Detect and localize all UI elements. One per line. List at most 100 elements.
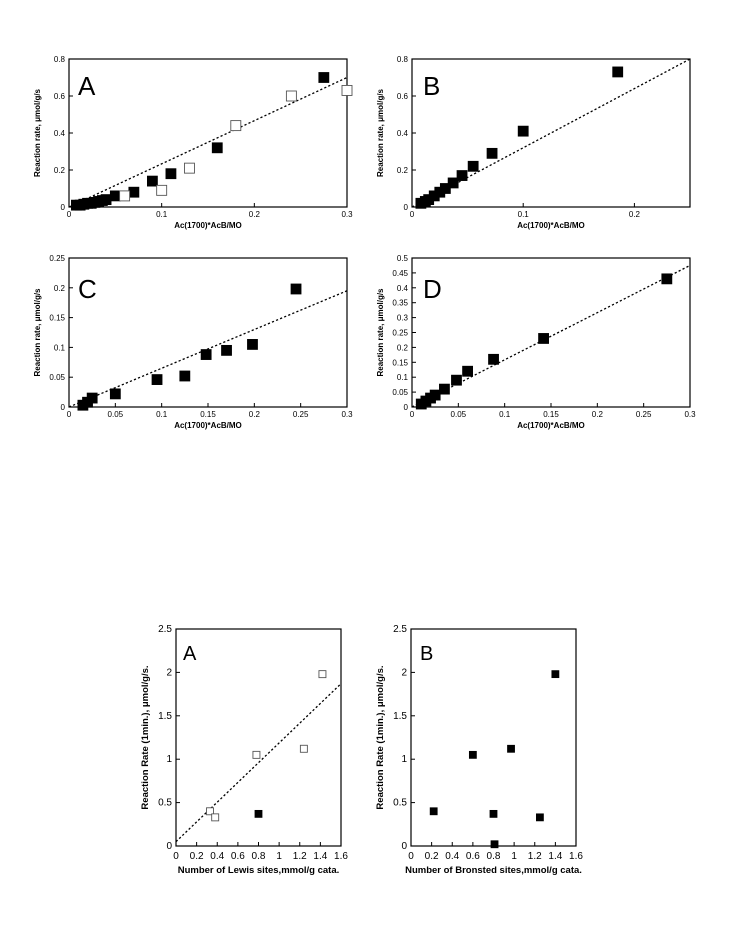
data-point-filled	[179, 370, 191, 382]
data-point-filled	[247, 339, 258, 350]
data-point-filled	[488, 353, 499, 365]
y-tick-label: 0.2	[397, 343, 409, 352]
y-tick-label: 0	[61, 403, 66, 412]
x-axis-label: Ac(1700)*AcB/MO	[517, 421, 585, 430]
x-tick-label: 0	[410, 410, 415, 419]
y-tick-label: 0.4	[397, 129, 409, 138]
x-tick-label: 0	[67, 210, 72, 219]
data-point-filled	[128, 186, 140, 198]
data-point-filled	[151, 374, 163, 385]
data-point-filled	[612, 66, 624, 78]
y-tick-label: 0.15	[49, 314, 65, 323]
series-1	[415, 66, 624, 209]
chart-panel-6: 0 0.2 0.4 0.6 0.8 1 1.2 1.4 1.6 0 0.5 1 1.5 2 2.5 Numbe…	[375, 624, 583, 876]
x-tick-label: 0.25	[636, 410, 652, 419]
series-1	[71, 72, 330, 211]
data-point-filled	[439, 383, 450, 395]
data-point-open	[252, 750, 261, 759]
trend-line	[412, 264, 690, 407]
data-point-filled	[221, 344, 232, 356]
y-tick-label: 0.8	[397, 55, 409, 64]
data-point-filled	[109, 190, 121, 202]
y-axis-label: Reaction rate, μmol/g/s	[33, 88, 42, 177]
panel-letter: A	[183, 643, 197, 665]
series-1	[77, 283, 302, 411]
x-tick-label: 0	[67, 410, 72, 419]
data-point-filled	[467, 160, 479, 172]
x-tick-label: 0.1	[156, 210, 168, 219]
y-axis-label: Reaction Rate (1min.), μmol/g/s.	[375, 665, 386, 809]
y-tick-label: 0.6	[397, 92, 409, 101]
data-point-filled	[290, 283, 302, 295]
x-tick-label: 1	[276, 851, 282, 862]
y-tick-label: 0.4	[397, 284, 409, 293]
y-tick-label: 0	[404, 203, 409, 212]
x-axis-label: Number of Lewis sites,mmol/g cata.	[178, 865, 340, 876]
y-tick-label: 1	[401, 754, 407, 765]
data-point-open	[184, 162, 195, 174]
y-axis-label: Reaction rate, μmol/g/s	[376, 88, 385, 177]
x-tick-label: 1	[511, 851, 517, 862]
trend-line	[69, 76, 347, 207]
data-point-open	[285, 90, 297, 102]
y-axis-label: Reaction rate, μmol/g/s	[33, 288, 42, 377]
series-1	[206, 670, 327, 822]
data-point-filled	[429, 389, 441, 401]
data-point-filled	[447, 177, 459, 189]
x-tick-label: 0.8	[487, 851, 501, 862]
chart-panel-5: 0 0.2 0.4 0.6 0.8 1 1.2 1.4 1.6 0 0.5 1 1.5 2 2.5 Numbe…	[140, 624, 348, 876]
panel-letter: D	[423, 274, 442, 304]
y-tick-label: 2	[166, 667, 172, 678]
data-point-filled	[109, 388, 121, 400]
y-tick-label: 0.45	[392, 269, 408, 278]
data-point-filled	[507, 744, 515, 753]
y-tick-label: 0.05	[49, 373, 65, 382]
x-tick-label: 1.4	[548, 851, 562, 862]
data-point-open	[119, 190, 131, 202]
x-tick-label: 0.8	[252, 851, 266, 862]
x-axis-label: Ac(1700)*AcB/MO	[517, 221, 585, 230]
data-point-filled	[462, 365, 474, 377]
y-tick-label: 0.4	[54, 129, 66, 138]
x-tick-label: 0	[408, 851, 414, 862]
x-tick-label: 1.4	[313, 851, 327, 862]
y-tick-label: 0.2	[54, 284, 66, 293]
x-tick-label: 0.25	[293, 410, 309, 419]
x-axis-label: Number of Bronsted sites,mmol/g cata.	[405, 865, 582, 876]
data-point-filled	[489, 809, 498, 818]
y-tick-label: 0	[404, 403, 409, 412]
x-tick-label: 0.2	[190, 851, 204, 862]
y-tick-label: 2.5	[393, 624, 407, 635]
panel-letter: C	[78, 274, 97, 304]
data-point-filled	[468, 750, 477, 759]
x-tick-label: 0.2	[425, 851, 439, 862]
data-point-filled	[318, 72, 330, 83]
data-point-filled	[490, 840, 499, 849]
x-tick-label: 0.3	[341, 210, 353, 219]
data-point-filled	[100, 194, 112, 206]
data-point-open	[230, 120, 242, 132]
y-tick-label: 0.25	[49, 254, 65, 263]
y-tick-label: 0.2	[54, 166, 66, 175]
y-tick-label: 1.5	[158, 711, 172, 722]
data-point-filled	[517, 125, 529, 137]
panel-letter: B	[423, 71, 440, 101]
chart-panel-2: 0 0.1 0.2 0 0.2 0.4 0.6 0.8 Ac(1700)*AcB/MO React…	[376, 55, 691, 230]
y-tick-label: 1	[166, 754, 172, 765]
x-tick-label: 0.6	[466, 851, 480, 862]
x-tick-label: 0.4	[445, 851, 459, 862]
y-tick-label: 2.5	[158, 624, 172, 635]
x-tick-label: 1.6	[569, 851, 583, 862]
y-tick-label: 0.5	[397, 254, 409, 263]
trend-line	[176, 683, 341, 843]
data-point-filled	[661, 273, 673, 285]
panel-letter: A	[78, 71, 96, 101]
x-tick-label: 1.2	[528, 851, 542, 862]
data-point-filled	[200, 349, 212, 360]
data-point-open	[211, 813, 220, 822]
y-tick-label: 0.1	[54, 343, 66, 352]
y-tick-label: 0.25	[392, 329, 408, 338]
x-tick-label: 0.2	[629, 210, 641, 219]
y-tick-label: 0.5	[393, 798, 407, 809]
